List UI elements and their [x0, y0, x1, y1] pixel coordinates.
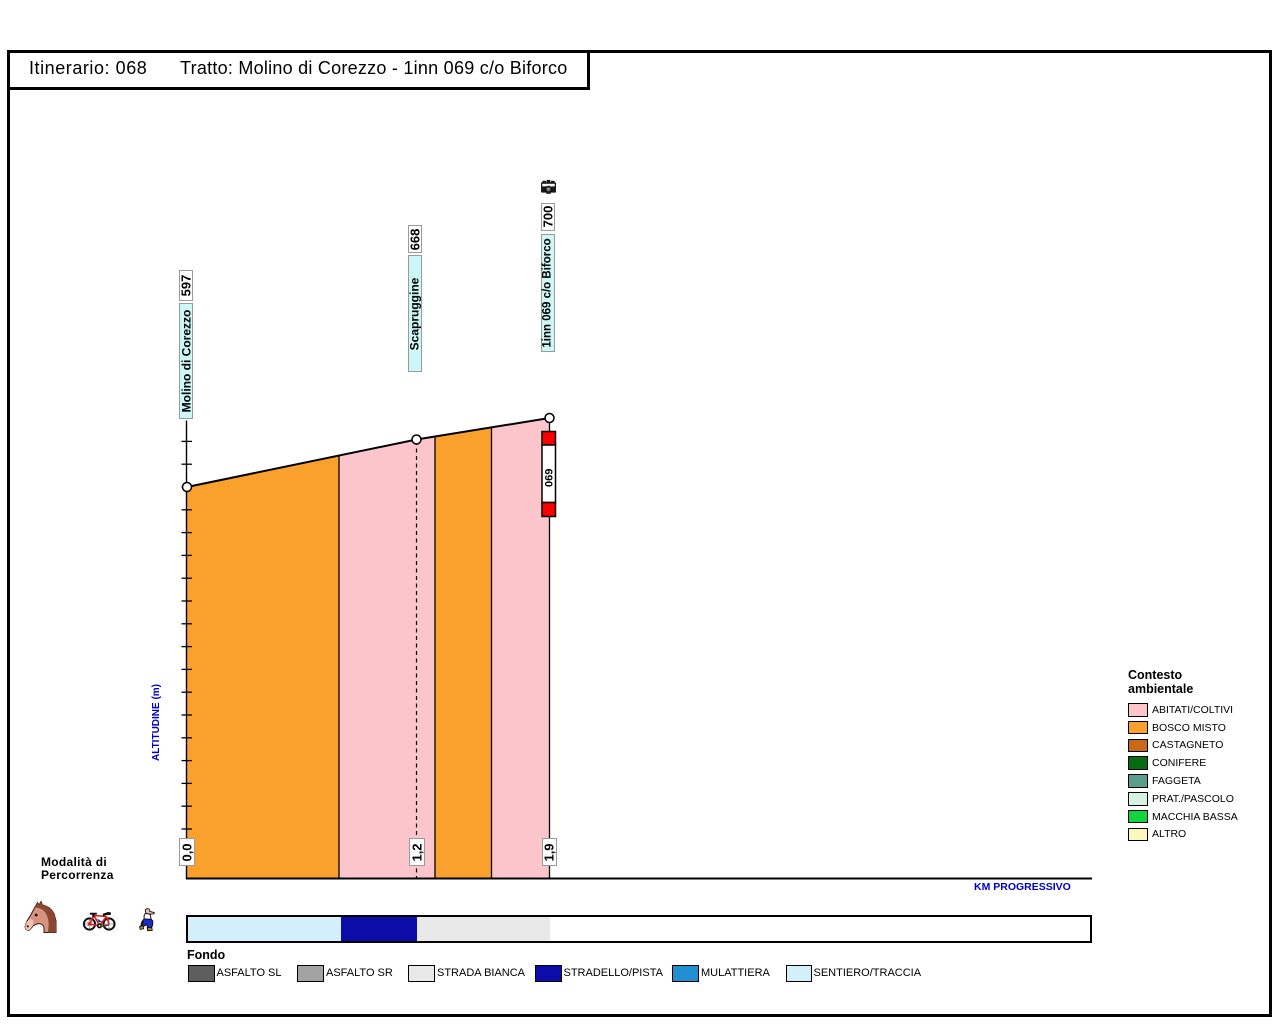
- svg-text:069: 069: [544, 469, 556, 487]
